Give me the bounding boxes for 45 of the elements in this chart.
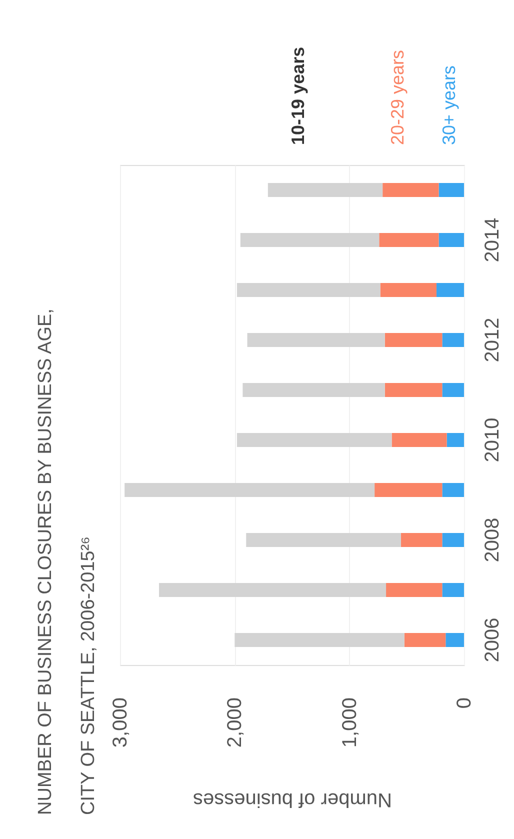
bar [400,533,442,547]
text: 10-19 years [288,46,308,145]
x-tick-label: 1,000 [338,698,361,748]
bar [436,283,464,297]
bar [379,233,439,247]
bar [236,433,392,447]
bar [234,633,404,647]
bar [442,333,464,347]
bar [158,583,386,597]
bar [446,433,464,447]
text: NUMBER OF BUSINESS CLOSURES BY BUSINESS AGE, [35,308,56,815]
bar [442,583,464,597]
bar [268,183,383,197]
bar [124,483,375,497]
bar [374,483,442,497]
bar [380,283,436,297]
bar [240,233,380,247]
y-tick-label: 2010 [482,418,504,462]
bar [384,383,442,397]
bar [404,633,446,647]
y-tick-label: 2008 [482,518,504,562]
x-tick-label: 0 [454,698,476,709]
bar [382,183,439,197]
y-tick-label: 2014 [482,218,504,262]
x-tick-label: 3,000 [110,698,132,748]
bar [442,533,464,547]
bar [247,333,385,347]
y-tick-label: 2006 [482,618,504,662]
text: 20-29 years [388,50,408,145]
x-axis-title: Number of businesses [193,788,392,811]
bar [236,283,380,297]
bar [386,583,442,597]
bar [446,633,464,647]
bar [438,183,464,197]
x-tick-label: 2,000 [224,698,246,748]
bar [242,383,385,397]
bar [392,433,447,447]
bar [442,483,464,497]
text: 30+ years [439,65,460,145]
bar [442,383,464,397]
bar [246,533,401,547]
text: CITY OF SEATTLE, 2006-2015²⁶ [78,536,99,815]
bar [384,333,442,347]
bar [438,233,464,247]
y-tick-label: 2012 [482,318,504,362]
